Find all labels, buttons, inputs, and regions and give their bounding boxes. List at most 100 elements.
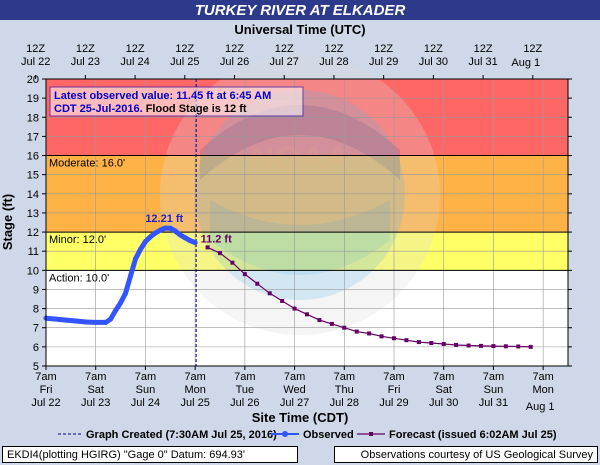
observed-point bbox=[142, 239, 148, 245]
x-tick-label-time: 7am bbox=[35, 371, 56, 383]
top-tick-label-date: Jul 30 bbox=[419, 56, 448, 68]
x-tick-label-day: Thu bbox=[335, 384, 354, 396]
x-tick-label-time: 7am bbox=[284, 371, 305, 383]
observed-point bbox=[162, 225, 168, 231]
forecast-point bbox=[429, 341, 434, 346]
y-tick-label: 12 bbox=[27, 227, 39, 239]
x-tick-label-day: Tue bbox=[236, 384, 255, 396]
x-tick-label-date: Aug 1 bbox=[526, 401, 555, 413]
observed-point bbox=[147, 234, 153, 240]
forecast-point bbox=[379, 334, 384, 339]
observed-point bbox=[63, 317, 69, 323]
observed-point bbox=[167, 225, 173, 231]
latest-observation-box: Latest observed value: 11.45 ft at 6:45 … bbox=[49, 86, 304, 117]
top-tick-label-time: 12Z bbox=[225, 43, 244, 55]
x-tick-label-date: Jul 31 bbox=[479, 397, 508, 409]
forecast-point bbox=[329, 321, 334, 326]
forecast-point bbox=[503, 344, 508, 349]
legend-forecast: Forecast (issued 6:02AM Jul 25) bbox=[389, 429, 557, 441]
observed-point bbox=[118, 300, 124, 306]
x-tick-label-time: 7am bbox=[234, 371, 255, 383]
forecast-point bbox=[280, 298, 285, 303]
y-tick-label: 20 bbox=[27, 74, 39, 86]
peak-value-label: 12.21 ft bbox=[145, 213, 183, 225]
forecast-point bbox=[367, 331, 372, 336]
y-tick-label: 5 bbox=[33, 361, 39, 373]
forecast-start-label: 11.2 ft bbox=[201, 233, 233, 245]
y-tick-label: 8 bbox=[33, 304, 39, 316]
forecast-point bbox=[491, 344, 496, 349]
x-tick-label-date: Jul 30 bbox=[429, 397, 458, 409]
flood-stage-label: Action: 10.0' bbox=[49, 272, 109, 284]
y-tick-label: 7 bbox=[33, 323, 39, 335]
observed-point bbox=[128, 273, 134, 279]
top-tick-label-time: 12Z bbox=[76, 43, 95, 55]
forecast-point bbox=[454, 342, 459, 347]
observed-point bbox=[108, 316, 114, 322]
observed-point bbox=[157, 227, 163, 233]
legend-observed-marker bbox=[282, 431, 288, 437]
info-line-2-date: CDT 25-Jul-2016. bbox=[54, 103, 143, 115]
top-tick-label-date: Jul 23 bbox=[71, 56, 100, 68]
svg-text:NOAA: NOAA bbox=[250, 140, 350, 178]
x-tick-label-time: 7am bbox=[85, 371, 106, 383]
observed-point bbox=[113, 308, 119, 314]
legend-observed: Observed bbox=[303, 429, 354, 441]
forecast-point bbox=[342, 325, 347, 330]
x-tick-label-day: Mon bbox=[184, 384, 205, 396]
forecast-point bbox=[267, 291, 272, 296]
observed-point bbox=[73, 318, 79, 324]
footer-credit: Observations courtesy of US Geological S… bbox=[334, 446, 598, 463]
forecast-point bbox=[441, 341, 446, 346]
x-tick-label-date: Jul 25 bbox=[180, 397, 209, 409]
x-tick-label-time: 7am bbox=[532, 371, 553, 383]
forecast-point bbox=[242, 272, 247, 277]
top-tick-label-date: Jul 25 bbox=[170, 56, 199, 68]
info-line-2-flood: Flood Stage is 12 ft bbox=[143, 103, 247, 115]
top-tick-label-time: 12Z bbox=[424, 43, 443, 55]
forecast-point bbox=[516, 344, 521, 349]
top-tick-label-time: 12Z bbox=[175, 43, 194, 55]
y-axis-label: Stage (ft) bbox=[0, 194, 15, 250]
y-tick-label: 10 bbox=[27, 265, 39, 277]
forecast-point bbox=[392, 336, 396, 341]
forecast-point bbox=[218, 251, 222, 256]
title-bar bbox=[0, 0, 600, 20]
y-tick-label: 18 bbox=[27, 112, 39, 124]
legend: Graph Created (7:30AM Jul 25, 2016) Obse… bbox=[58, 429, 557, 441]
y-tick-label: 6 bbox=[33, 342, 39, 354]
observed-point bbox=[192, 240, 198, 246]
y-tick-label: 13 bbox=[27, 208, 39, 220]
x-tick-label-day: Mon bbox=[532, 384, 553, 396]
legend-forecast-marker bbox=[369, 432, 373, 436]
observed-point bbox=[182, 235, 188, 241]
x-tick-label-date: Jul 27 bbox=[280, 397, 309, 409]
observed-point bbox=[123, 290, 129, 296]
x-tick-label-day: Sun bbox=[136, 384, 156, 396]
x-tick-label-time: 7am bbox=[135, 371, 156, 383]
top-tick-label-time: 12Z bbox=[374, 43, 393, 55]
y-tick-label: 19 bbox=[27, 93, 39, 105]
forecast-point bbox=[230, 260, 235, 265]
plot-frame bbox=[45, 78, 569, 367]
x-tick-label-date: Jul 22 bbox=[31, 397, 60, 409]
observed-point bbox=[53, 316, 59, 322]
observed-point bbox=[172, 228, 178, 234]
top-axis-label: Universal Time (UTC) bbox=[234, 22, 365, 37]
observed-point bbox=[177, 232, 183, 238]
x-tick-label-time: 7am bbox=[383, 371, 404, 383]
y-tick-label: 11 bbox=[28, 246, 39, 258]
x-tick-label-time: 7am bbox=[433, 371, 454, 383]
observed-point bbox=[152, 230, 158, 236]
observed-point bbox=[137, 246, 143, 252]
x-tick-label-day: Fri bbox=[388, 384, 401, 396]
top-tick-label-date: Jul 24 bbox=[120, 56, 149, 68]
y-tick-label: 16 bbox=[27, 151, 39, 163]
forecast-point bbox=[205, 245, 210, 250]
observed-point bbox=[93, 319, 99, 325]
top-tick-label-time: 12Z bbox=[26, 43, 45, 55]
forecast-point bbox=[466, 343, 471, 348]
top-tick-label-date: Aug 1 bbox=[511, 57, 540, 69]
forecast-point bbox=[305, 312, 309, 317]
